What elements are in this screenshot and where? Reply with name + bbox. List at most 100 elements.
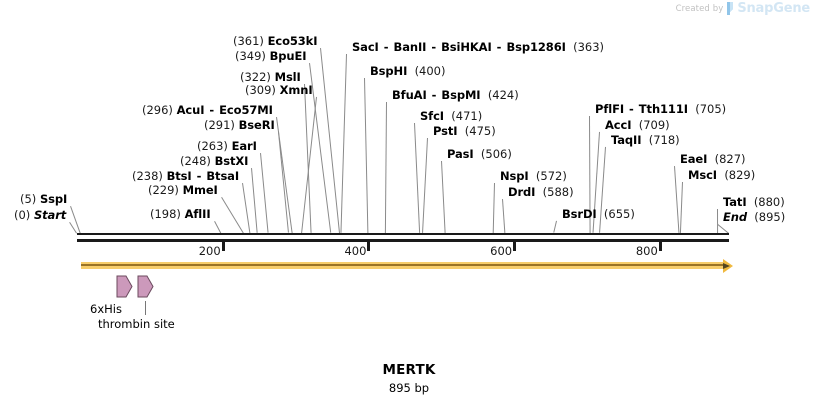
- enzyme-label[interactable]: EaeI (827): [680, 153, 746, 166]
- enzyme-leader-line: [242, 183, 251, 234]
- watermark-created-by-text: Created by: [675, 3, 724, 14]
- enzyme-name: TatI: [723, 195, 747, 209]
- enzyme-leader-line: [679, 181, 683, 233]
- enzyme-name: XmnI: [279, 83, 313, 97]
- page-title: MERTK: [382, 362, 436, 378]
- ruler-tick: [658, 242, 662, 251]
- enzyme-name: Eco57MI: [219, 103, 273, 117]
- enzyme-position: (349): [235, 49, 266, 63]
- enzyme-position: (827): [714, 152, 746, 166]
- enzyme-name: BanII: [393, 40, 427, 54]
- enzyme-leader-line: [340, 53, 347, 233]
- enzyme-label[interactable]: AccI (709): [605, 119, 670, 132]
- enzyme-name: AcuI: [176, 103, 205, 117]
- orf-arrow[interactable]: [81, 262, 723, 269]
- enzyme-position: (709): [638, 118, 670, 132]
- enzyme-label[interactable]: TatI (880): [723, 196, 785, 209]
- enzyme-name: BfuAI: [392, 88, 427, 102]
- enzyme-name: Eco53kI: [267, 34, 318, 48]
- ruler-tick-label: 400: [344, 244, 367, 258]
- enzyme-label[interactable]: (322) MslI: [240, 71, 301, 84]
- enzyme-position: (829): [724, 168, 756, 182]
- enzyme-name-separator: -: [492, 40, 506, 54]
- enzyme-label[interactable]: BfuAI - BspMI (424): [392, 89, 519, 102]
- enzyme-label[interactable]: (238) BtsI - BtsaI: [132, 170, 239, 183]
- snapgene-logo-icon: [727, 2, 734, 15]
- enzyme-leader-line: [674, 166, 680, 234]
- enzyme-position: (5): [20, 192, 37, 206]
- enzyme-label[interactable]: PstI (475): [433, 125, 496, 138]
- enzyme-name: SspI: [39, 192, 68, 206]
- enzyme-name: BsrDI: [562, 207, 597, 221]
- enzyme-name: EaeI: [680, 152, 708, 166]
- enzyme-name: Tth111I: [638, 102, 688, 116]
- enzyme-label[interactable]: BspHI (400): [370, 65, 446, 78]
- enzyme-position: (309): [245, 83, 276, 97]
- enzyme-leader-line: [70, 206, 81, 234]
- enzyme-position: (718): [648, 133, 680, 147]
- enzyme-leader-line: [502, 199, 506, 234]
- enzyme-position: (655): [603, 207, 635, 221]
- enzyme-name: TaqII: [611, 133, 642, 147]
- enzyme-name: AccI: [605, 118, 632, 132]
- enzyme-name-separator: -: [205, 103, 219, 117]
- enzyme-label[interactable]: (361) Eco53kI: [233, 34, 318, 48]
- enzyme-label[interactable]: (291) BseRI: [204, 119, 275, 132]
- enzyme-leader-line: [717, 209, 719, 234]
- enzyme-label[interactable]: NspI (572): [500, 170, 567, 183]
- feature-arrow[interactable]: [116, 275, 133, 298]
- enzyme-label[interactable]: (248) BstXI: [180, 155, 248, 168]
- enzyme-name: PflFI: [595, 102, 625, 116]
- enzyme-position: (248): [180, 154, 211, 168]
- enzyme-leader-line: [441, 161, 446, 234]
- enzyme-name: MslI: [274, 70, 301, 84]
- enzyme-label[interactable]: SacI - BanII - BsiHKAI - Bsp1286I (363): [352, 41, 604, 54]
- enzyme-leader-line: [364, 78, 369, 234]
- enzyme-label[interactable]: MscI (829): [688, 169, 755, 182]
- enzyme-leader-line: [320, 48, 340, 234]
- enzyme-name: EarI: [231, 139, 257, 153]
- enzyme-label[interactable]: (349) BpuEI: [235, 49, 307, 63]
- enzyme-label[interactable]: (229) MmeI: [148, 184, 218, 197]
- enzyme-name: AflII: [184, 207, 211, 221]
- enzyme-label[interactable]: (309) XmnI: [245, 84, 313, 97]
- enzyme-label[interactable]: PflFI - Tth111I (705): [595, 103, 726, 116]
- enzyme-name: PasI: [447, 147, 474, 161]
- enzyme-label[interactable]: (296) AcuI - Eco57MI: [142, 104, 273, 117]
- enzyme-position: (229): [148, 183, 179, 197]
- enzyme-leader-line: [276, 117, 293, 234]
- enzyme-label[interactable]: (0) Start: [14, 209, 66, 222]
- enzyme-position: (424): [487, 88, 519, 102]
- ruler-tick-label: 800: [635, 244, 658, 258]
- enzyme-name: Start: [33, 208, 67, 222]
- enzyme-position: (705): [695, 102, 727, 116]
- enzyme-label[interactable]: TaqII (718): [611, 134, 680, 147]
- enzyme-leader-line: [492, 182, 495, 233]
- feature-leader-line: [145, 301, 146, 315]
- enzyme-position: (588): [542, 185, 574, 199]
- enzyme-position: (198): [150, 207, 181, 221]
- sequence-length-label: 895 bp: [388, 381, 430, 395]
- enzyme-name: SfcI: [420, 109, 444, 123]
- enzyme-label[interactable]: DrdI (588): [508, 186, 574, 199]
- enzyme-label[interactable]: (198) AflII: [150, 208, 211, 221]
- enzyme-name: DrdI: [508, 185, 536, 199]
- enzyme-name: BspMI: [441, 88, 481, 102]
- enzyme-label[interactable]: End (895): [723, 211, 785, 224]
- enzyme-label[interactable]: PasI (506): [447, 148, 512, 161]
- enzyme-name: End: [723, 210, 747, 224]
- ruler-tick: [367, 242, 371, 251]
- feature-arrow[interactable]: [137, 275, 154, 298]
- enzyme-name: MscI: [688, 168, 717, 182]
- enzyme-label[interactable]: (263) EarI: [197, 140, 257, 153]
- enzyme-leader-line: [260, 153, 269, 234]
- enzyme-label[interactable]: SfcI (471): [420, 110, 482, 123]
- enzyme-label[interactable]: (5) SspI: [20, 193, 67, 206]
- enzyme-position: (291): [204, 118, 235, 132]
- enzyme-name: NspI: [500, 169, 529, 183]
- enzyme-name-separator: -: [192, 169, 206, 183]
- enzyme-name-separator: -: [625, 102, 638, 116]
- enzyme-name: MmeI: [182, 183, 218, 197]
- enzyme-label[interactable]: BsrDI (655): [562, 208, 635, 221]
- enzyme-name: Bsp1286I: [506, 40, 566, 54]
